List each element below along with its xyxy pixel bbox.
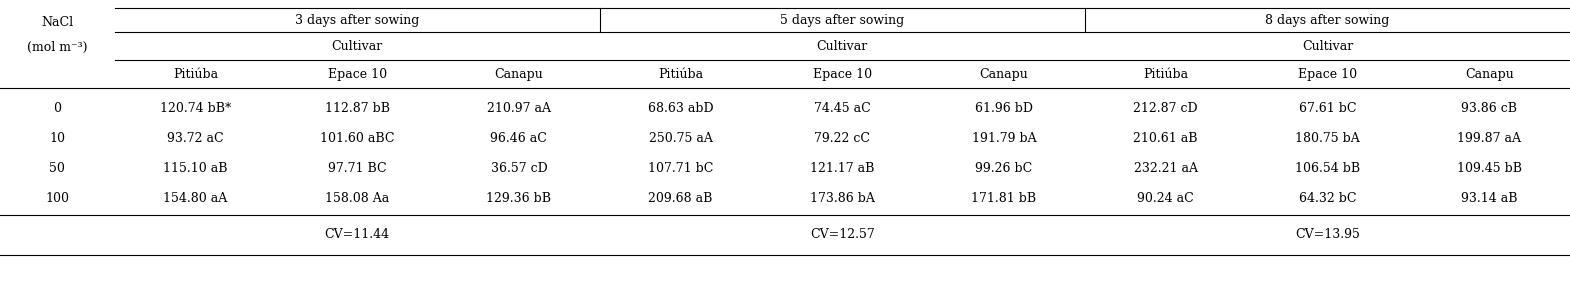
- Text: Canapu: Canapu: [495, 68, 543, 80]
- Text: 90.24 aC: 90.24 aC: [1137, 191, 1195, 204]
- Text: 50: 50: [49, 162, 66, 174]
- Text: (mol m⁻³): (mol m⁻³): [27, 41, 88, 53]
- Text: CV=13.95: CV=13.95: [1295, 229, 1360, 241]
- Text: 61.96 bD: 61.96 bD: [975, 101, 1033, 114]
- Text: 191.79 bA: 191.79 bA: [972, 131, 1036, 145]
- Text: 97.71 BC: 97.71 BC: [328, 162, 386, 174]
- Text: 93.14 aB: 93.14 aB: [1462, 191, 1517, 204]
- Text: 250.75 aA: 250.75 aA: [648, 131, 713, 145]
- Text: Cultivar: Cultivar: [1302, 39, 1353, 53]
- Text: 212.87 cD: 212.87 cD: [1134, 101, 1198, 114]
- Text: Epace 10: Epace 10: [1298, 68, 1356, 80]
- Text: 101.60 aBC: 101.60 aBC: [320, 131, 394, 145]
- Text: Pitiúba: Pitiúba: [658, 68, 703, 80]
- Text: Cultivar: Cultivar: [816, 39, 868, 53]
- Text: 67.61 bC: 67.61 bC: [1298, 101, 1356, 114]
- Text: 68.63 abD: 68.63 abD: [648, 101, 713, 114]
- Text: 93.72 aC: 93.72 aC: [166, 131, 225, 145]
- Text: 3 days after sowing: 3 days after sowing: [295, 14, 419, 26]
- Text: CV=12.57: CV=12.57: [810, 229, 874, 241]
- Text: Pitiúba: Pitiúba: [1143, 68, 1188, 80]
- Text: 171.81 bB: 171.81 bB: [972, 191, 1036, 204]
- Text: 209.68 aB: 209.68 aB: [648, 191, 713, 204]
- Text: Pitiúba: Pitiúba: [173, 68, 218, 80]
- Text: 96.46 aC: 96.46 aC: [490, 131, 548, 145]
- Text: CV=11.44: CV=11.44: [325, 229, 389, 241]
- Text: 0: 0: [53, 101, 61, 114]
- Text: 106.54 bB: 106.54 bB: [1295, 162, 1360, 174]
- Text: 129.36 bB: 129.36 bB: [487, 191, 551, 204]
- Text: 64.32 bC: 64.32 bC: [1298, 191, 1356, 204]
- Text: 36.57 cD: 36.57 cD: [490, 162, 548, 174]
- Text: 154.80 aA: 154.80 aA: [163, 191, 228, 204]
- Text: 74.45 aC: 74.45 aC: [813, 101, 871, 114]
- Text: Epace 10: Epace 10: [813, 68, 871, 80]
- Text: 158.08 Aa: 158.08 Aa: [325, 191, 389, 204]
- Text: Canapu: Canapu: [980, 68, 1028, 80]
- Text: Epace 10: Epace 10: [328, 68, 386, 80]
- Text: Cultivar: Cultivar: [331, 39, 383, 53]
- Text: 99.26 bC: 99.26 bC: [975, 162, 1033, 174]
- Text: 173.86 bA: 173.86 bA: [810, 191, 874, 204]
- Text: 93.86 cB: 93.86 cB: [1462, 101, 1517, 114]
- Text: 210.97 aA: 210.97 aA: [487, 101, 551, 114]
- Text: 10: 10: [49, 131, 66, 145]
- Text: 120.74 bB*: 120.74 bB*: [160, 101, 231, 114]
- Text: 79.22 cC: 79.22 cC: [815, 131, 870, 145]
- Text: 121.17 aB: 121.17 aB: [810, 162, 874, 174]
- Text: 199.87 aA: 199.87 aA: [1457, 131, 1521, 145]
- Text: 109.45 bB: 109.45 bB: [1457, 162, 1521, 174]
- Text: 112.87 bB: 112.87 bB: [325, 101, 389, 114]
- Text: 232.21 aA: 232.21 aA: [1134, 162, 1198, 174]
- Text: 210.61 aB: 210.61 aB: [1134, 131, 1198, 145]
- Text: 107.71 bC: 107.71 bC: [648, 162, 713, 174]
- Text: 5 days after sowing: 5 days after sowing: [780, 14, 904, 26]
- Text: 100: 100: [46, 191, 69, 204]
- Text: 180.75 bA: 180.75 bA: [1295, 131, 1360, 145]
- Text: 115.10 aB: 115.10 aB: [163, 162, 228, 174]
- Text: NaCl: NaCl: [41, 16, 74, 28]
- Text: Canapu: Canapu: [1465, 68, 1513, 80]
- Text: 8 days after sowing: 8 days after sowing: [1265, 14, 1389, 26]
